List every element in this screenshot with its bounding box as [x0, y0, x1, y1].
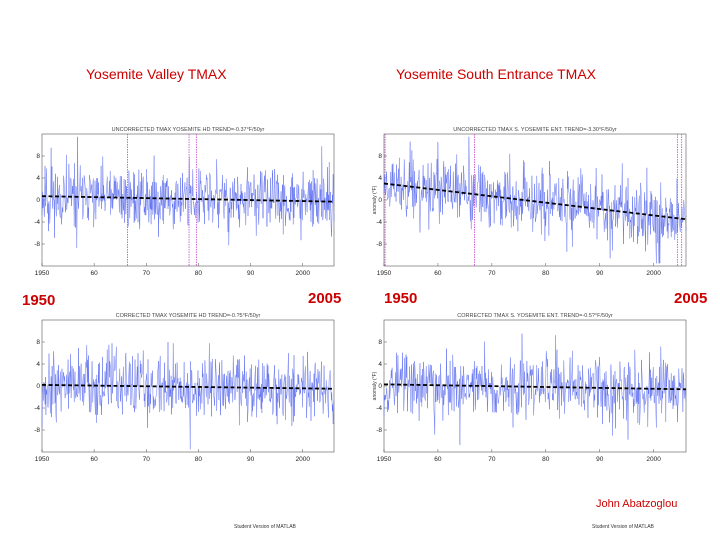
end-year-left: 2005	[308, 290, 342, 307]
start-year-left: 1950	[22, 292, 56, 309]
chart-south-corrected-svg: CORRECTED TMAX S. YOSEMITE ENT. TREND=-0…	[372, 313, 687, 463]
x-tick-label: 80	[195, 456, 203, 463]
chart-south-corrected: CORRECTED TMAX S. YOSEMITE ENT. TREND=-0…	[372, 310, 692, 470]
x-tick-label: 90	[596, 456, 604, 463]
x-tick-label: 1950	[377, 456, 392, 463]
x-tick-label: 70	[488, 270, 496, 277]
x-tick-label: 90	[596, 270, 604, 277]
x-tick-label: 60	[434, 456, 442, 463]
chart-valley-corrected-svg: CORRECTED TMAX YOSEMITE HD TREND=-0.?5°F…	[34, 313, 335, 463]
title-south-entrance: Yosemite South Entrance TMAX	[396, 66, 596, 82]
anomaly-series-line	[41, 136, 335, 249]
x-tick-label: 2000	[295, 270, 310, 277]
y-tick-label: -8	[34, 241, 40, 248]
y-tick-label: -4	[34, 219, 40, 226]
y-tick-label: 4	[378, 175, 382, 182]
trend-line	[383, 182, 687, 221]
x-tick-label: 90	[247, 270, 255, 277]
x-tick-label: 60	[434, 270, 442, 277]
x-tick-label: 70	[143, 456, 151, 463]
chart-title: CORRECTED TMAX S. YOSEMITE ENT. TREND=-0…	[457, 313, 613, 319]
start-year-right: 1950	[384, 290, 418, 307]
anomaly-series-line	[383, 333, 687, 446]
y-tick-label: 8	[378, 339, 382, 346]
chart-valley-corrected: CORRECTED TMAX YOSEMITE HD TREND=-0.?5°F…	[30, 310, 340, 470]
chart-valley-uncorrected-svg: UNCORRECTED TMAX YOSEMITE HD TREND=-0.37…	[34, 127, 335, 277]
chart-title: UNCORRECTED TMAX S. YOSEMITE ENT. TREND=…	[453, 127, 617, 133]
y-tick-label: 4	[36, 361, 40, 368]
x-tick-label: 80	[542, 456, 550, 463]
y-axis-label: anomaly (°F)	[372, 371, 378, 400]
y-tick-label: 0	[36, 383, 40, 390]
anomaly-series-line	[383, 136, 687, 264]
matlab-watermark-left: Student Version of MATLAB	[234, 524, 296, 530]
x-tick-label: 60	[91, 456, 99, 463]
x-tick-label: 1950	[377, 270, 392, 277]
y-tick-label: -4	[34, 405, 40, 412]
y-tick-label: -4	[376, 219, 382, 226]
y-tick-label: 4	[378, 361, 382, 368]
x-tick-label: 2000	[646, 456, 661, 463]
y-tick-label: 4	[36, 175, 40, 182]
trend-line	[41, 195, 335, 203]
x-tick-label: 80	[542, 270, 550, 277]
x-tick-label: 1950	[35, 270, 50, 277]
trend-line	[41, 384, 335, 390]
y-tick-label: -8	[34, 427, 40, 434]
x-tick-label: 70	[143, 270, 151, 277]
x-tick-label: 2000	[646, 270, 661, 277]
y-tick-label: 8	[36, 339, 40, 346]
trend-line	[383, 383, 687, 391]
chart-valley-uncorrected: UNCORRECTED TMAX YOSEMITE HD TREND=-0.37…	[30, 124, 340, 284]
x-tick-label: 2000	[295, 456, 310, 463]
x-tick-label: 60	[91, 270, 99, 277]
x-tick-label: 90	[247, 456, 255, 463]
end-year-right: 2005	[674, 290, 708, 307]
chart-south-uncorrected-svg: UNCORRECTED TMAX S. YOSEMITE ENT. TREND=…	[372, 127, 687, 277]
y-tick-label: 0	[36, 197, 40, 204]
matlab-watermark-right: Student Version of MATLAB	[592, 524, 654, 530]
title-yosemite-valley: Yosemite Valley TMAX	[86, 66, 227, 82]
y-tick-label: -8	[376, 241, 382, 248]
x-tick-label: 1950	[35, 456, 50, 463]
chart-title: UNCORRECTED TMAX YOSEMITE HD TREND=-0.37…	[112, 127, 265, 133]
y-tick-label: 0	[378, 383, 382, 390]
y-axis-label: anomaly (°F)	[372, 185, 378, 214]
y-tick-label: -8	[376, 427, 382, 434]
y-tick-label: 8	[36, 153, 40, 160]
x-tick-label: 70	[488, 456, 496, 463]
x-tick-label: 80	[195, 270, 203, 277]
chart-south-uncorrected: UNCORRECTED TMAX S. YOSEMITE ENT. TREND=…	[372, 124, 692, 284]
chart-title: CORRECTED TMAX YOSEMITE HD TREND=-0.?5°F…	[116, 313, 261, 319]
author-credit: John Abatzoglou	[596, 498, 678, 510]
y-tick-label: -4	[376, 405, 382, 412]
y-tick-label: 0	[378, 197, 382, 204]
y-tick-label: 8	[378, 153, 382, 160]
